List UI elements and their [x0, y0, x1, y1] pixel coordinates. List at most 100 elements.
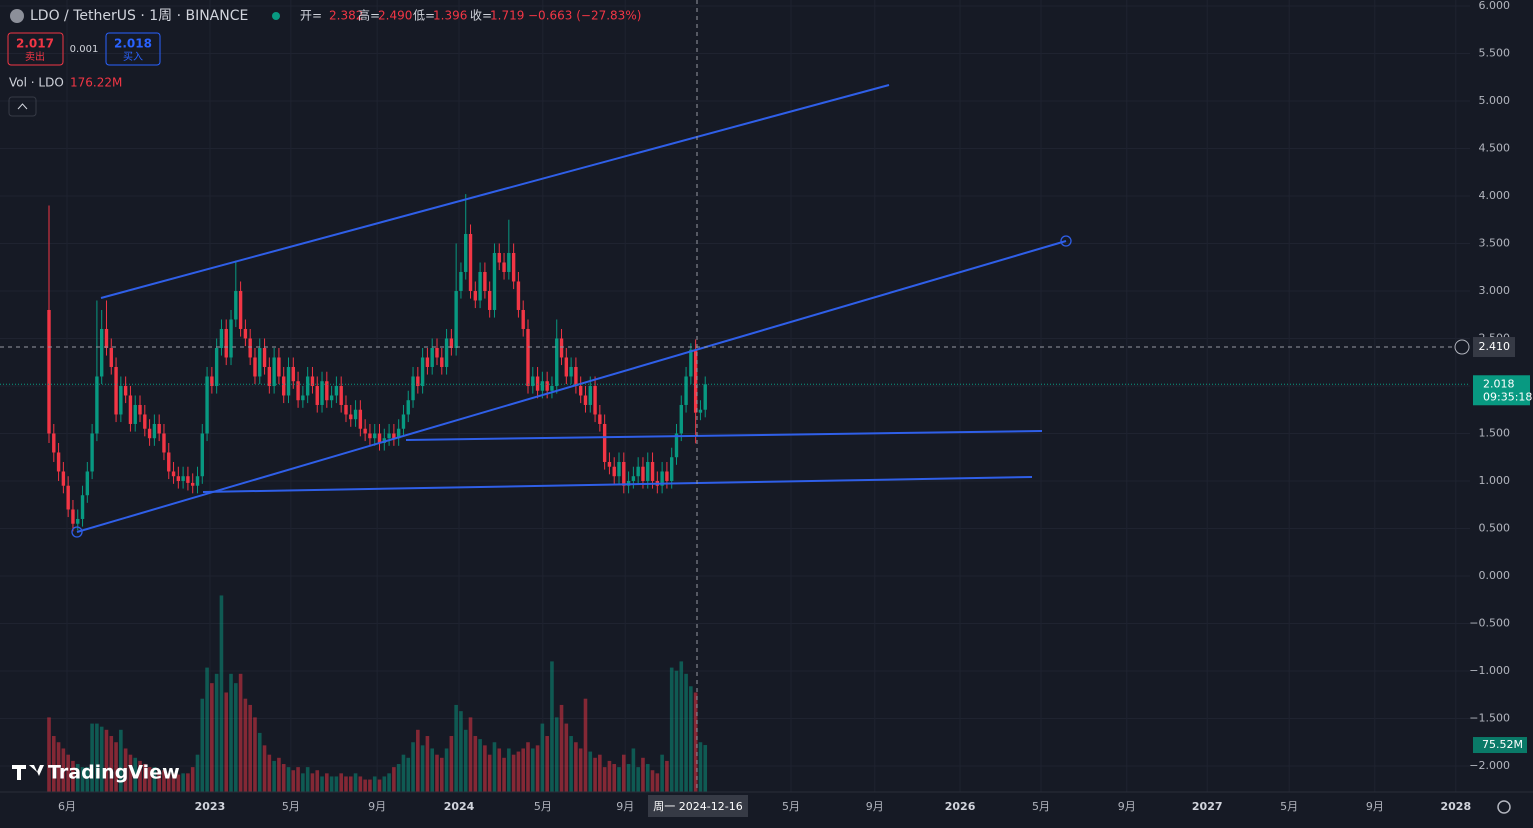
axes: 6.0005.5005.0004.5004.0003.5003.0002.500…: [58, 0, 1510, 813]
sell-label: 卖出: [25, 50, 45, 63]
candle-body: [219, 328, 224, 348]
volume-bar: [665, 760, 669, 792]
candle-body: [171, 471, 176, 477]
y-tick-label: 1.500: [1479, 426, 1511, 439]
volume-bar: [325, 773, 329, 792]
volume-bar: [200, 698, 205, 792]
candle-body: [598, 414, 602, 424]
volume-value: 176.22M: [70, 76, 122, 90]
candle-body: [531, 376, 535, 386]
x-tick-label: 2026: [945, 800, 976, 813]
candle-body: [555, 338, 559, 386]
x-tick-label: 9月: [1366, 800, 1384, 813]
volume-bar: [420, 745, 425, 792]
candle-body: [401, 414, 406, 429]
candle-body: [377, 433, 382, 443]
collapse-button[interactable]: [8, 96, 37, 117]
drawings: [71, 84, 1072, 538]
volume-bar: [497, 748, 502, 792]
volume-bar: [521, 748, 526, 792]
trend-line[interactable]: [100, 84, 890, 299]
volume-bar: [329, 776, 334, 792]
volume-bar: [219, 595, 224, 792]
volume-bar: [51, 736, 56, 792]
trend-line[interactable]: [76, 240, 1067, 533]
candle-body: [238, 290, 243, 329]
sell-button[interactable]: [7, 32, 64, 66]
candle-body: [315, 385, 319, 405]
add-alert-button[interactable]: [1454, 339, 1470, 355]
ohlc-label: 开=: [300, 9, 322, 23]
candle-body: [157, 423, 161, 434]
candle-body: [574, 366, 578, 386]
volume-bar: [166, 773, 171, 792]
candle-body: [99, 328, 104, 377]
volume-bar: [305, 767, 310, 792]
volume-bar: [459, 711, 463, 792]
volume-bar: [277, 757, 281, 792]
candle-body: [66, 485, 70, 510]
candle-body: [578, 385, 583, 396]
volume-bar: [339, 773, 343, 792]
y-tick-label: 5.500: [1479, 46, 1511, 59]
symbol[interactable]: LDO / TetherUS · 1周 · BINANCE: [30, 8, 248, 24]
change: −0.663 (−27.83%): [528, 9, 641, 23]
volume-bar: [195, 754, 200, 792]
volume-bar: [416, 729, 420, 792]
volume-bar: [535, 745, 540, 792]
candle-body: [607, 461, 612, 467]
buy-button[interactable]: [105, 32, 161, 66]
candle-body: [205, 376, 209, 434]
candle-body: [248, 338, 252, 358]
ohlc-value: 1.719: [490, 9, 524, 23]
candle-body: [325, 381, 329, 401]
volume-bar: [368, 779, 372, 792]
y-tick-label: 5.000: [1479, 94, 1511, 107]
volume-bar: [344, 776, 348, 792]
trend-line[interactable]: [405, 430, 1043, 441]
candle-body: [636, 466, 640, 477]
volume-bar: [617, 767, 621, 792]
volume-bar: [507, 748, 511, 792]
x-tick-label: 9月: [616, 800, 634, 813]
volume-bar: [612, 764, 617, 792]
volume-bar: [516, 751, 521, 792]
sell-price: 2.017: [16, 37, 54, 51]
candle-body: [320, 381, 324, 405]
trend-line[interactable]: [202, 476, 1033, 493]
candle-body: [128, 395, 133, 424]
settings-icon[interactable]: [1497, 800, 1511, 814]
volume-bar: [626, 764, 631, 792]
volume-bar: [238, 673, 243, 792]
volume-bar: [152, 767, 157, 792]
volume-bar: [363, 779, 367, 792]
volume-bar: [85, 767, 90, 792]
candle-body: [502, 262, 506, 272]
volume-bar: [689, 686, 693, 792]
collapse-icon: [17, 103, 28, 110]
candle-body: [267, 366, 272, 386]
y-tick-label: 3.500: [1479, 236, 1511, 249]
volume-bar: [598, 754, 602, 792]
volume-bar: [310, 773, 315, 792]
volume-bar: [315, 770, 320, 792]
x-tick-label: 5月: [1032, 800, 1050, 813]
candle-body: [588, 385, 592, 405]
candle-body: [459, 271, 463, 291]
volume-bar: [66, 754, 70, 792]
anchor-point[interactable]: [71, 526, 83, 538]
volume-bar: [660, 754, 664, 792]
volume-bar: [703, 745, 708, 792]
volume-bar: [286, 767, 291, 792]
volume-bar: [143, 764, 147, 792]
volume-bar: [234, 683, 238, 792]
candle-body: [511, 252, 516, 282]
anchor-point[interactable]: [1060, 235, 1072, 247]
candle-body: [104, 328, 109, 348]
volume-bar: [540, 723, 545, 792]
candle-body: [521, 309, 525, 329]
volume-bar: [80, 767, 85, 792]
spread: 0.001: [70, 44, 99, 55]
crosshair-date-label: 周一 2024-12-16: [653, 800, 742, 813]
